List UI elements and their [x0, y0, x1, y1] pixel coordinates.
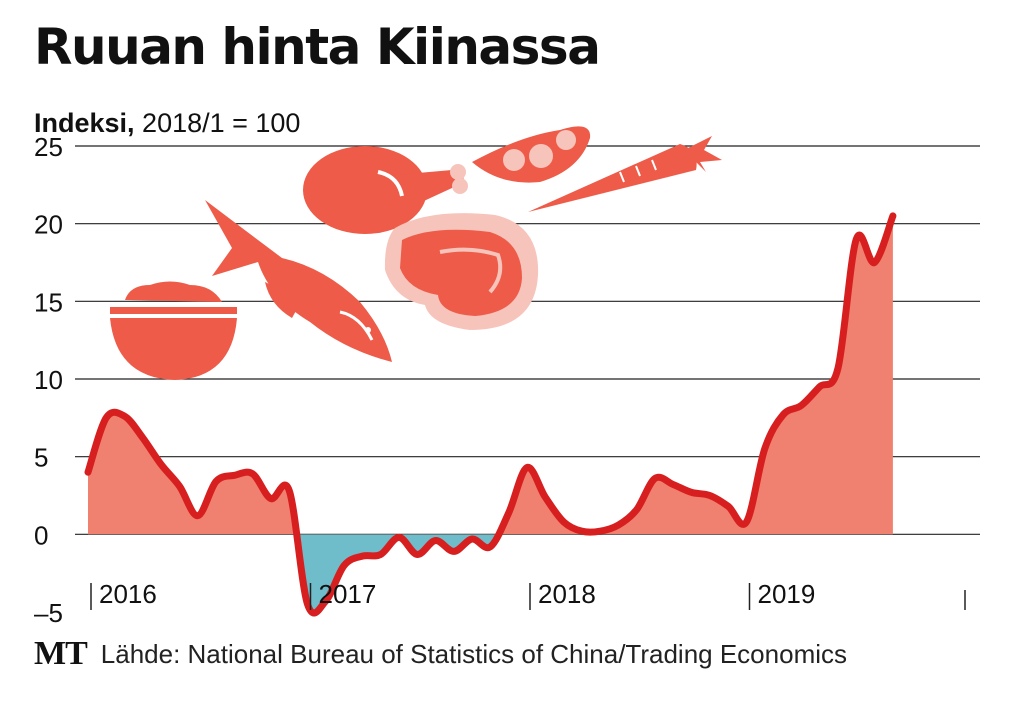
mt-logo: MT	[34, 635, 88, 672]
y-tick-label: –5	[34, 598, 63, 628]
data-point	[782, 414, 784, 416]
data-point	[435, 540, 436, 541]
x-tick-label: 2018	[538, 579, 596, 609]
data-point	[819, 386, 821, 388]
carrot-icon	[528, 136, 722, 212]
data-point	[874, 262, 875, 263]
data-point	[892, 215, 894, 217]
area-fill	[88, 215, 893, 614]
data-point	[599, 530, 601, 532]
footer: MT Lähde: National Bureau of Statistics …	[34, 634, 847, 674]
data-point	[727, 505, 729, 507]
positive-area	[88, 215, 893, 535]
subtitle-base-label: 2018/1 = 100	[134, 108, 301, 138]
data-point	[87, 471, 89, 473]
fish-icon	[205, 200, 392, 362]
data-point	[343, 564, 345, 566]
axis-labels: 25 20 15 10 5 0 –5 2016 2017 2018 2019	[34, 132, 966, 628]
y-tick-label: 5	[34, 443, 48, 473]
data-point	[526, 467, 528, 468]
data-point	[252, 473, 254, 475]
y-tick-label: 10	[34, 365, 63, 395]
x-tick-label: 2016	[99, 579, 157, 609]
y-tick-label: 15	[34, 287, 63, 317]
data-point	[307, 603, 308, 605]
negative-area	[296, 534, 499, 614]
data-point	[563, 521, 565, 523]
x-tick-label: 2019	[758, 579, 816, 609]
y-tick-label: 0	[34, 520, 48, 550]
data-point	[709, 495, 711, 496]
data-point	[270, 498, 272, 500]
rice-bowl-icon	[110, 281, 237, 380]
data-point	[124, 415, 126, 417]
data-point	[746, 521, 747, 523]
source-note: Lähde: National Bureau of Statistics of …	[100, 638, 847, 669]
pea-pod-icon	[472, 126, 591, 183]
data-point	[471, 538, 473, 540]
data-point	[800, 404, 802, 406]
data-point	[691, 491, 693, 493]
data-point	[855, 238, 857, 240]
data-point	[672, 484, 674, 486]
data-point	[179, 485, 180, 487]
data-point	[380, 554, 382, 555]
subtitle-index-label: Indeksi,	[34, 108, 135, 138]
data-point	[581, 530, 583, 532]
data-point	[160, 463, 162, 465]
data-point	[489, 546, 491, 548]
chart-title: Ruuan hinta Kiinassa	[34, 18, 601, 76]
data-point	[453, 550, 455, 552]
y-tick-label: 20	[34, 210, 63, 240]
data-point	[325, 600, 327, 602]
data-point	[636, 509, 638, 510]
chart-subtitle: Indeksi, 2018/1 = 100	[34, 110, 300, 137]
data-point	[233, 474, 235, 476]
chicken-leg-icon	[303, 146, 468, 234]
series-line	[84, 212, 897, 617]
data-point	[508, 512, 510, 514]
data-point	[398, 536, 400, 538]
data-point	[416, 554, 418, 555]
data-point	[544, 496, 546, 498]
data-point	[142, 437, 144, 439]
data-point	[764, 448, 766, 450]
x-tick-label: 2017	[319, 579, 377, 609]
data-point	[215, 481, 217, 482]
data-point	[361, 555, 363, 557]
steak-icon	[384, 213, 539, 330]
data-point	[288, 490, 290, 492]
data-point	[618, 524, 619, 526]
y-tick-label: 25	[34, 132, 63, 162]
data-point	[654, 477, 656, 479]
data-point	[837, 367, 839, 369]
food-illustration	[110, 126, 722, 380]
data-point	[105, 417, 107, 419]
data-point	[197, 515, 199, 517]
